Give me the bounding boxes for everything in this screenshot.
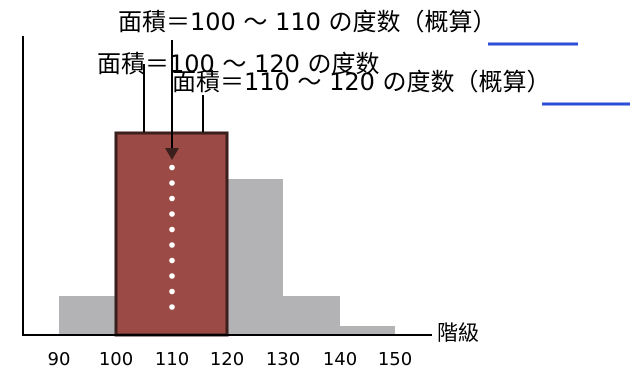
split-dot-7 [169,257,175,264]
split-dot-3 [169,195,175,202]
split-dot-8 [169,273,175,279]
bar-120-130 [227,179,283,335]
pointer-top-arrowhead [165,148,179,160]
label-middle: 面積＝100 ～ 120 の度数 [97,50,380,78]
tick-labels: 90 100 110 120 130 140 150 [48,349,413,370]
split-dot-5 [169,226,175,233]
bar-130-140 [283,296,340,335]
bar-140-150 [340,326,395,335]
split-dot-10 [169,304,175,310]
tick-110: 110 [155,349,189,370]
split-dot-2 [169,180,175,186]
tick-130: 130 [266,349,300,370]
tick-120: 120 [210,349,244,370]
tick-90: 90 [48,349,71,370]
label-top: 面積＝100 ～ 110 の度数（概算） [118,8,497,36]
split-dot-4 [169,211,175,217]
tick-100: 100 [99,349,133,370]
split-dot-6 [169,242,175,248]
tick-140: 140 [323,349,357,370]
split-dot-1 [169,164,175,171]
tick-150: 150 [378,349,412,370]
bar-90-100 [59,296,116,335]
axis-label: 階級 [437,321,479,345]
split-dot-9 [169,288,175,295]
label-lower: 面積＝110 ～ 120 の度数（概算） [172,68,551,96]
